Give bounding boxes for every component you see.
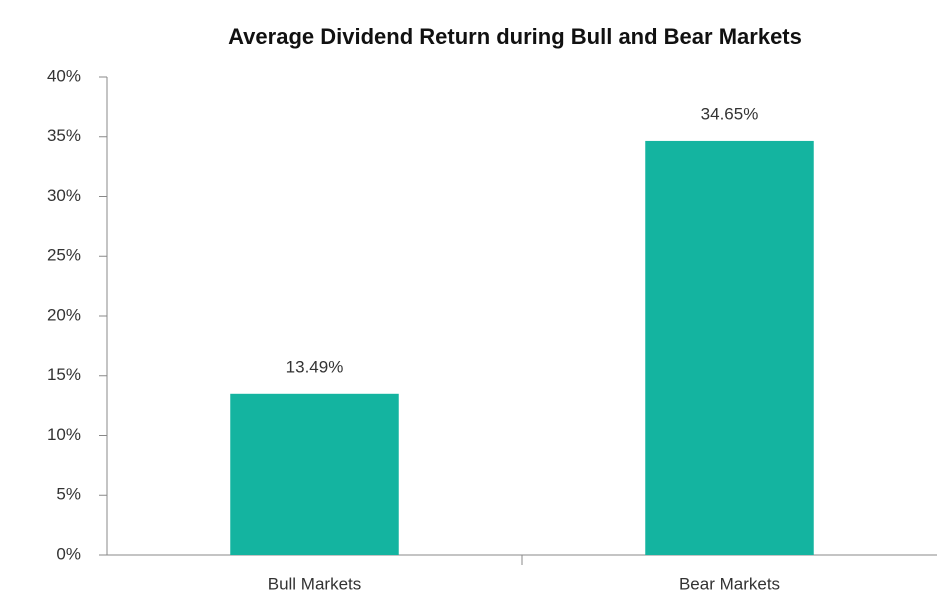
- bar: [230, 393, 399, 555]
- y-tick-label: 25%: [47, 246, 81, 265]
- y-tick-label: 10%: [47, 425, 81, 444]
- chart-title: Average Dividend Return during Bull and …: [228, 24, 802, 49]
- y-tick-label: 30%: [47, 186, 81, 205]
- bar: [645, 140, 814, 555]
- y-tick-label: 0%: [56, 544, 81, 563]
- y-tick-label: 5%: [56, 485, 81, 504]
- data-label: 13.49%: [286, 357, 344, 376]
- x-tick-label: Bull Markets: [268, 574, 362, 593]
- y-tick-label: 20%: [47, 305, 81, 324]
- y-tick-label: 40%: [47, 66, 81, 85]
- data-label: 34.65%: [701, 104, 759, 123]
- y-tick-label: 15%: [47, 365, 81, 384]
- x-tick-label: Bear Markets: [679, 574, 780, 593]
- y-tick-label: 35%: [47, 126, 81, 145]
